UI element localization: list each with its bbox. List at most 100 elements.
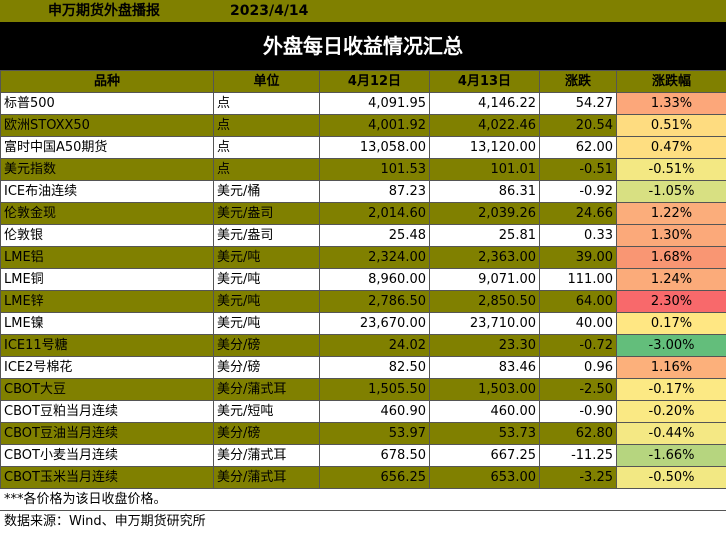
price-apr13: 86.31	[429, 180, 540, 203]
change-cell: -0.72	[539, 334, 617, 357]
price-apr13: 2,363.00	[429, 246, 540, 269]
instrument-name: LME镍	[0, 312, 214, 335]
unit-cell: 美元/盎司	[213, 224, 320, 247]
change-cell: 20.54	[539, 114, 617, 137]
price-apr13: 53.73	[429, 422, 540, 445]
price-apr12: 678.50	[319, 444, 430, 467]
change-pct-cell: 0.51%	[616, 114, 726, 137]
price-apr13: 23,710.00	[429, 312, 540, 335]
price-apr13: 4,146.22	[429, 92, 540, 115]
table-row: LME铝 美元/吨 2,324.00 2,363.00 39.00 1.68%	[0, 246, 726, 269]
price-apr13: 83.46	[429, 356, 540, 379]
change-pct-cell: -1.66%	[616, 444, 726, 467]
price-note: ***各价格为该日收盘价格。	[0, 489, 726, 511]
price-apr13: 460.00	[429, 400, 540, 423]
change-cell: -0.90	[539, 400, 617, 423]
unit-cell: 点	[213, 158, 320, 181]
change-pct-cell: 1.16%	[616, 356, 726, 379]
column-header: 涨跌幅	[616, 70, 726, 93]
change-cell: 111.00	[539, 268, 617, 291]
price-apr12: 460.90	[319, 400, 430, 423]
instrument-name: CBOT豆粕当月连续	[0, 400, 214, 423]
instrument-name: CBOT玉米当月连续	[0, 466, 214, 489]
change-pct-cell: -1.05%	[616, 180, 726, 203]
price-apr13: 2,850.50	[429, 290, 540, 313]
price-apr13: 13,120.00	[429, 136, 540, 159]
price-apr12: 24.02	[319, 334, 430, 357]
table-row: ICE11号糖 美分/磅 24.02 23.30 -0.72 -3.00%	[0, 334, 726, 357]
unit-cell: 美分/磅	[213, 356, 320, 379]
column-header: 单位	[213, 70, 320, 93]
instrument-name: ICE布油连续	[0, 180, 214, 203]
unit-cell: 点	[213, 136, 320, 159]
column-header: 4月13日	[429, 70, 540, 93]
instrument-name: 伦敦金现	[0, 202, 214, 225]
price-apr13: 4,022.46	[429, 114, 540, 137]
change-pct-cell: 1.22%	[616, 202, 726, 225]
change-cell: -0.51	[539, 158, 617, 181]
change-cell: 0.33	[539, 224, 617, 247]
instrument-name: CBOT小麦当月连续	[0, 444, 214, 467]
change-pct-cell: 1.24%	[616, 268, 726, 291]
table-row: ICE2号棉花 美分/磅 82.50 83.46 0.96 1.16%	[0, 356, 726, 379]
price-apr12: 2,324.00	[319, 246, 430, 269]
returns-table: 品种 单位 4月12日 4月13日 涨跌 涨跌幅 标普500 点 4,091.95 4…	[0, 70, 726, 489]
instrument-name: ICE11号糖	[0, 334, 214, 357]
change-pct-cell: -0.17%	[616, 378, 726, 401]
table-row: CBOT玉米当月连续 美分/蒲式耳 656.25 653.00 -3.25 -0.50%	[0, 466, 726, 489]
change-pct-cell: -0.44%	[616, 422, 726, 445]
data-source: 数据来源：Wind、申万期货研究所	[4, 514, 206, 529]
table-row: 欧洲STOXX50 点 4,001.92 4,022.46 20.54 0.51%	[0, 114, 726, 137]
price-apr13: 667.25	[429, 444, 540, 467]
price-apr12: 2,786.50	[319, 290, 430, 313]
change-cell: 40.00	[539, 312, 617, 335]
price-apr13: 101.01	[429, 158, 540, 181]
table-row: LME锌 美元/吨 2,786.50 2,850.50 64.00 2.30%	[0, 290, 726, 313]
price-apr13: 2,039.26	[429, 202, 540, 225]
unit-cell: 美分/蒲式耳	[213, 444, 320, 467]
table-row: LME铜 美元/吨 8,960.00 9,071.00 111.00 1.24%	[0, 268, 726, 291]
price-apr13: 25.81	[429, 224, 540, 247]
unit-cell: 美元/吨	[213, 312, 320, 335]
change-pct-cell: -0.50%	[616, 466, 726, 489]
unit-cell: 美元/盎司	[213, 202, 320, 225]
table-row: 美元指数点 101.53 101.01 -0.51 -0.51%	[0, 158, 726, 181]
table-row: 标普500 点 4,091.95 4,146.22 54.27 1.33%	[0, 92, 726, 115]
change-cell: 54.27	[539, 92, 617, 115]
table-row: 伦敦银 美元/盎司 25.48 25.81 0.33 1.30%	[0, 224, 726, 247]
table-row: CBOT大豆 美分/蒲式耳 1,505.50 1,503.00 -2.50 -0.17%	[0, 378, 726, 401]
change-cell: -3.25	[539, 466, 617, 489]
instrument-name: LME锌	[0, 290, 214, 313]
unit-cell: 美元/吨	[213, 246, 320, 269]
price-apr12: 4,001.92	[319, 114, 430, 137]
page-title: 外盘每日收益情况汇总	[0, 22, 726, 70]
price-apr12: 82.50	[319, 356, 430, 379]
table-row: LME镍 美元/吨 23,670.00 23,710.00 40.00 0.17%	[0, 312, 726, 335]
price-apr13: 1,503.00	[429, 378, 540, 401]
price-apr12: 2,014.60	[319, 202, 430, 225]
report-name: 申万期货外盘播报	[48, 3, 160, 19]
change-cell: 62.80	[539, 422, 617, 445]
unit-cell: 美分/磅	[213, 422, 320, 445]
instrument-name: 欧洲STOXX50	[0, 114, 214, 137]
change-pct-cell: 1.33%	[616, 92, 726, 115]
price-apr12: 13,058.00	[319, 136, 430, 159]
price-apr13: 653.00	[429, 466, 540, 489]
instrument-name: ICE2号棉花	[0, 356, 214, 379]
table-row: CBOT豆油当月连续 美分/磅 53.97 53.73 62.80 -0.44%	[0, 422, 726, 445]
unit-cell: 美分/蒲式耳	[213, 466, 320, 489]
instrument-name: CBOT大豆	[0, 378, 214, 401]
instrument-name: 富时中国A50期货	[0, 136, 214, 159]
unit-cell: 美元/短吨	[213, 400, 320, 423]
instrument-name: 美元指数	[0, 158, 214, 181]
price-apr12: 23,670.00	[319, 312, 430, 335]
change-cell: -11.25	[539, 444, 617, 467]
column-header: 涨跌	[539, 70, 617, 93]
unit-cell: 美元/吨	[213, 290, 320, 313]
instrument-name: LME铝	[0, 246, 214, 269]
change-pct-cell: -0.20%	[616, 400, 726, 423]
price-apr12: 101.53	[319, 158, 430, 181]
price-apr12: 87.23	[319, 180, 430, 203]
change-pct-cell: 1.68%	[616, 246, 726, 269]
